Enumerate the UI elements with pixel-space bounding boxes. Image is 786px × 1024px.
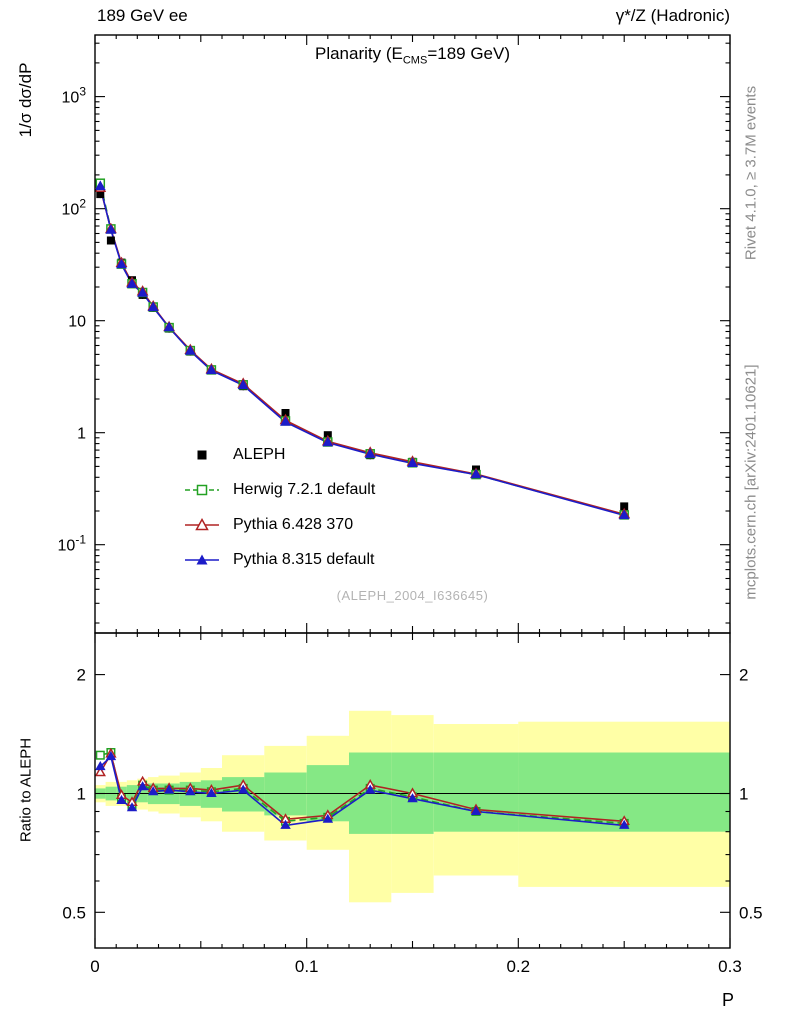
y-ratio-tick-label: 2: [77, 666, 86, 685]
mc-point-pythia8: [147, 301, 159, 312]
ratio-point-pythia8: [470, 805, 482, 815]
beam-energy-label: 189 GeV ee: [97, 6, 188, 25]
x-tick-label: 0.3: [718, 957, 742, 976]
legend-marker-pythia8: [185, 554, 219, 564]
aleph-data-point: [620, 502, 629, 511]
legend: ALEPH Herwig 7.2.1 default Pythia 6.428 …: [183, 437, 375, 577]
legend-label-aleph: ALEPH: [233, 445, 286, 463]
plot-title-prefix: Planarity (E: [314, 44, 403, 63]
legend-item-pythia8: Pythia 8.315 default: [183, 542, 375, 577]
mc-point-pythia8: [470, 468, 482, 479]
y-main-tick-label: 102: [62, 197, 87, 219]
mc-point-pythia8: [163, 321, 175, 332]
mc-point-pythia8: [137, 286, 149, 297]
ratio-point-pythia8: [116, 794, 127, 804]
ratio-point-pythia8: [148, 786, 159, 796]
ratio-point-pythia8: [95, 760, 106, 771]
ratio-point-pythia8: [185, 786, 196, 796]
ratio-point-herwig: [95, 750, 105, 760]
ratio-point-pythia8: [238, 784, 249, 794]
x-tick-label: 0.2: [506, 957, 530, 976]
ratio-point-pythia8: [137, 781, 148, 791]
analysis-id-watermark: (ALEPH_2004_I636645): [336, 588, 489, 603]
ratio-point-pythia8: [407, 793, 418, 803]
y-axis-label-main: 1/σ dσ/dP: [16, 62, 35, 138]
aleph-data-point: [96, 190, 105, 199]
plot-title-suffix: =189 GeV): [427, 44, 511, 63]
ratio-point-pythia8: [163, 784, 175, 794]
y-main-tick-label: 1: [77, 426, 86, 443]
mc-point-pythia8: [184, 345, 196, 355]
y-ratio-tick-label: 2: [739, 666, 748, 685]
plot-title-subscript: CMS: [402, 54, 428, 67]
mc-point-pythia8: [364, 448, 376, 458]
ratio-point-pythia8: [619, 819, 630, 829]
mcplots-reference-note: mcplots.cern.ch [arXiv:2401.10621]: [742, 364, 760, 600]
legend-item-pythia6: Pythia 6.428 370: [183, 507, 375, 542]
x-axis-label: P: [721, 990, 734, 1010]
y-main-tick-label: 103: [62, 85, 87, 107]
legend-marker-herwig: [185, 484, 219, 495]
aleph-data-point: [106, 236, 115, 245]
mc-point-pythia8: [322, 436, 334, 447]
mc-point-pythia8: [105, 223, 117, 234]
mc-point-pythia8: [280, 416, 291, 426]
legend-marker-pythia6: [185, 517, 219, 530]
mc-point-pythia8: [618, 509, 630, 520]
ratio-point-pythia8: [280, 819, 291, 829]
main-line-pythia8: [99, 186, 625, 517]
y-ratio-tick-label: 0.5: [62, 903, 86, 922]
y-axis-label-ratio: Ratio to ALEPH: [17, 737, 35, 843]
mc-point-pythia8: [205, 364, 217, 375]
ratio-point-pythia6: [94, 766, 107, 777]
x-tick-label: 0.1: [295, 957, 319, 976]
mc-point-pythia8: [407, 457, 418, 467]
plot-title: Planarity (ECMS=189 GeV): [95, 44, 730, 66]
mc-point-pythia8: [94, 180, 106, 191]
y-main-tick-label: 10: [68, 314, 86, 331]
legend-item-aleph: ALEPH: [183, 437, 375, 472]
rivet-version-note: Rivet 4.1.0, ≥ 3.7M events: [742, 85, 760, 261]
process-label: γ*/Z (Hadronic): [615, 6, 730, 25]
ratio-point-pythia8: [322, 813, 334, 823]
ratio-line-herwig: [100, 751, 625, 825]
y-main-tick-label: 10-1: [58, 533, 87, 555]
y-ratio-tick-label: 1: [77, 785, 86, 804]
y-ratio-tick-label: 0.5: [739, 903, 763, 922]
legend-marker-aleph: [197, 450, 207, 459]
ratio-line-pythia8: [99, 755, 625, 827]
ratio-point-pythia8: [126, 802, 138, 812]
mc-point-pythia8: [126, 278, 138, 288]
legend-label-herwig: Herwig 7.2.1 default: [233, 480, 376, 498]
ratio-point-pythia8: [105, 750, 117, 761]
legend-label-pythia8: Pythia 8.315 default: [233, 550, 375, 568]
legend-label-pythia6: Pythia 6.428 370: [233, 515, 354, 533]
mc-point-pythia8: [237, 379, 249, 389]
uncertainty-band-green: [433, 752, 519, 832]
x-tick-label: 0: [90, 957, 99, 976]
legend-item-herwig: Herwig 7.2.1 default: [183, 472, 375, 507]
ratio-point-pythia8: [364, 784, 376, 794]
mc-point-pythia8: [116, 258, 127, 269]
ratio-point-pythia8: [206, 787, 217, 797]
aleph-data-point: [281, 409, 290, 417]
y-ratio-tick-label: 1: [739, 785, 748, 804]
